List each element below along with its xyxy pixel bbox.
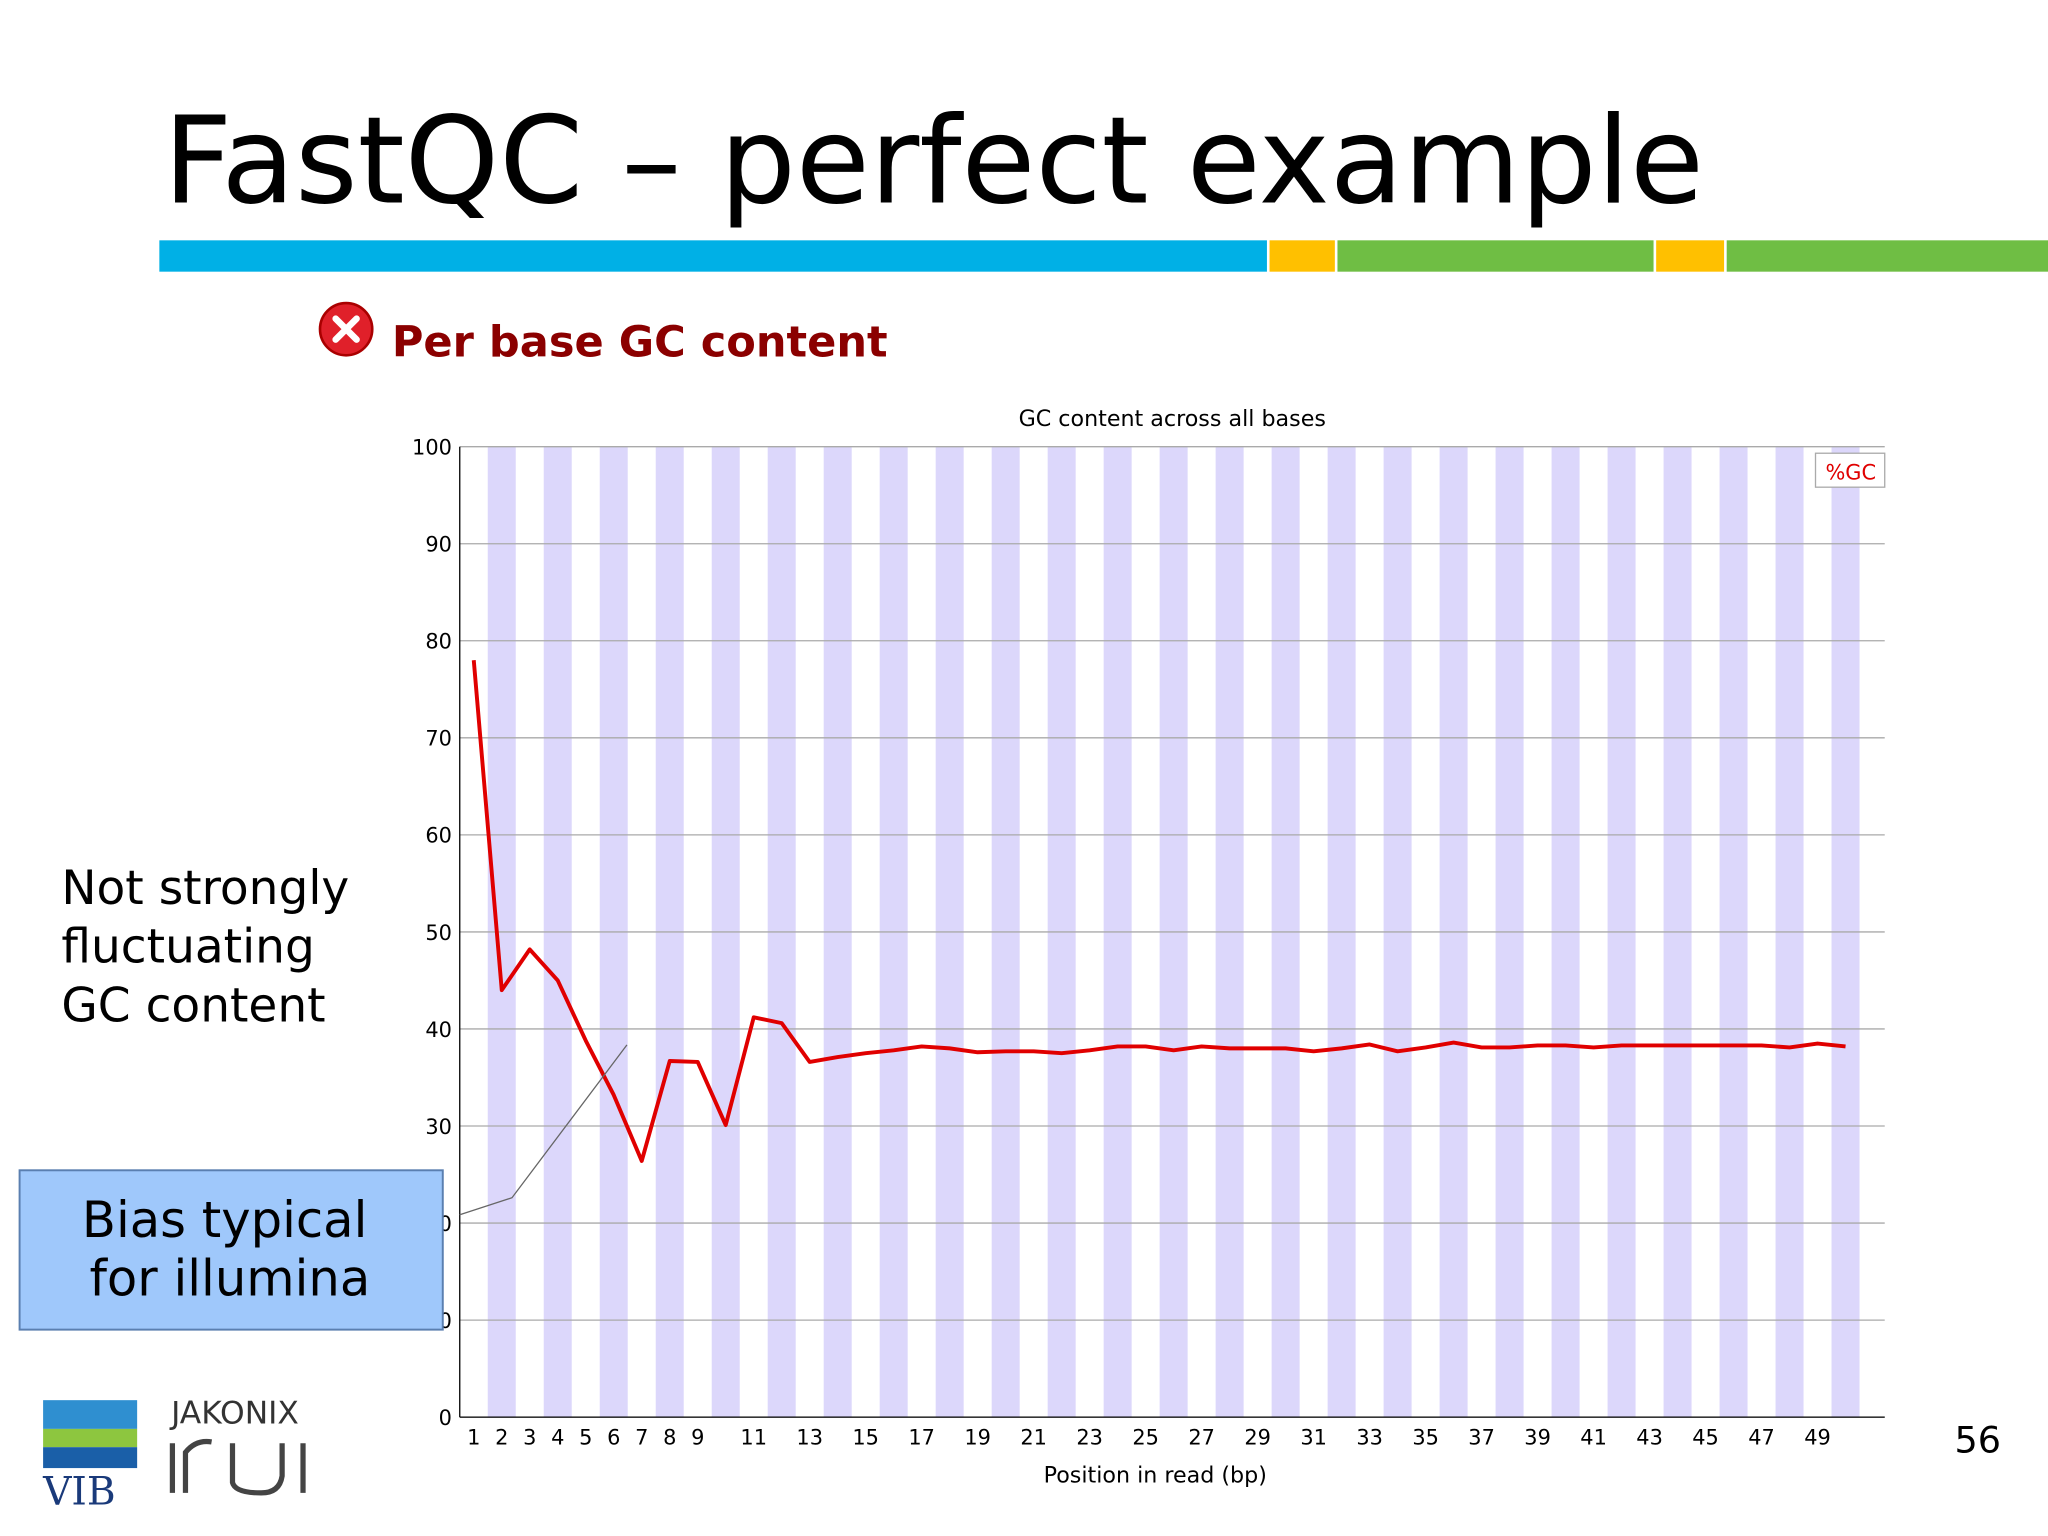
x-tick-label: 17 bbox=[908, 1426, 935, 1450]
vib-logo: VIB bbox=[42, 1400, 138, 1515]
x-tick-label: 39 bbox=[1524, 1426, 1551, 1450]
x-tick-label: 19 bbox=[964, 1426, 991, 1450]
x-tick-label: 11 bbox=[740, 1426, 767, 1450]
x-tick-label: 31 bbox=[1300, 1426, 1327, 1450]
x-tick-label: 3 bbox=[523, 1426, 536, 1450]
callout-box bbox=[18, 1169, 444, 1331]
notes: Not strongly fluctuating GC content bbox=[61, 861, 349, 1034]
x-tick-label: 49 bbox=[1804, 1426, 1831, 1450]
x-tick-label: 8 bbox=[663, 1426, 676, 1450]
x-tick-label: 47 bbox=[1748, 1426, 1775, 1450]
y-tick-label: 80 bbox=[425, 630, 452, 654]
x-tick-label: 7 bbox=[635, 1426, 648, 1450]
y-tick-label: 60 bbox=[425, 824, 452, 848]
x-tick-label: 1 bbox=[467, 1426, 480, 1450]
y-tick-label: 40 bbox=[425, 1018, 452, 1042]
bar-segment bbox=[1656, 240, 1725, 272]
x-tick-label: 37 bbox=[1468, 1426, 1495, 1450]
callout-line: for illumina bbox=[89, 1250, 370, 1308]
bar-segment bbox=[1269, 240, 1335, 272]
logo-text: JAKONIX bbox=[169, 1396, 299, 1432]
bar-segment bbox=[1337, 240, 1654, 272]
jakonix-logo: JAKONIX bbox=[169, 1396, 306, 1496]
x-tick-label: 35 bbox=[1412, 1426, 1439, 1450]
x-tick-label: 5 bbox=[579, 1426, 592, 1450]
y-tick-label: 100 bbox=[412, 436, 452, 460]
y-tick-label: 70 bbox=[425, 727, 452, 751]
x-tick-label: 15 bbox=[852, 1426, 879, 1450]
chart-title: GC content across all bases bbox=[1019, 406, 1326, 432]
note-line: fluctuating bbox=[61, 920, 314, 975]
y-tick-label: 0 bbox=[439, 1406, 452, 1430]
x-tick-label: 29 bbox=[1244, 1426, 1271, 1450]
y-tick-label: 30 bbox=[425, 1115, 452, 1139]
x-tick-label: 41 bbox=[1580, 1426, 1607, 1450]
x-tick-label: 6 bbox=[607, 1426, 620, 1450]
x-tick-label: 4 bbox=[551, 1426, 564, 1450]
callout-pointer bbox=[459, 1044, 628, 1216]
x-tick-label: 25 bbox=[1132, 1426, 1159, 1450]
color-bar bbox=[159, 240, 2048, 272]
note-line: Not strongly bbox=[61, 861, 349, 916]
x-tick-label: 2 bbox=[495, 1426, 508, 1450]
bar-segment bbox=[159, 240, 1267, 272]
y-tick-label: 50 bbox=[425, 921, 452, 945]
slide-title: FastQC – perfect example bbox=[163, 91, 1704, 231]
bar-segment bbox=[1726, 240, 2048, 272]
x-tick-label: 43 bbox=[1636, 1426, 1663, 1450]
x-tick-label: 23 bbox=[1076, 1426, 1103, 1450]
x-tick-label: 33 bbox=[1356, 1426, 1383, 1450]
x-tick-label: 45 bbox=[1692, 1426, 1719, 1450]
note-line: GC content bbox=[61, 978, 325, 1033]
chart: 0102030405060708090100123456789111315171… bbox=[412, 406, 1886, 1488]
callout-line: Bias typical bbox=[82, 1191, 367, 1249]
callout: Bias typical for illumina bbox=[18, 1169, 444, 1331]
error-icon bbox=[318, 301, 374, 357]
x-tick-label: 21 bbox=[1020, 1426, 1047, 1450]
x-tick-label: 9 bbox=[691, 1426, 704, 1450]
page-number: 56 bbox=[1954, 1418, 2001, 1461]
x-tick-label: 13 bbox=[796, 1426, 823, 1450]
x-axis-label: Position in read (bp) bbox=[1044, 1462, 1267, 1488]
section-title: Per base GC content bbox=[392, 318, 888, 368]
logo-text: VIB bbox=[42, 1470, 116, 1515]
y-tick-label: 90 bbox=[425, 533, 452, 557]
legend-entry: %GC bbox=[1825, 460, 1876, 484]
x-tick-label: 27 bbox=[1188, 1426, 1215, 1450]
legend-box bbox=[1814, 452, 1886, 488]
data-line bbox=[471, 660, 1846, 1163]
